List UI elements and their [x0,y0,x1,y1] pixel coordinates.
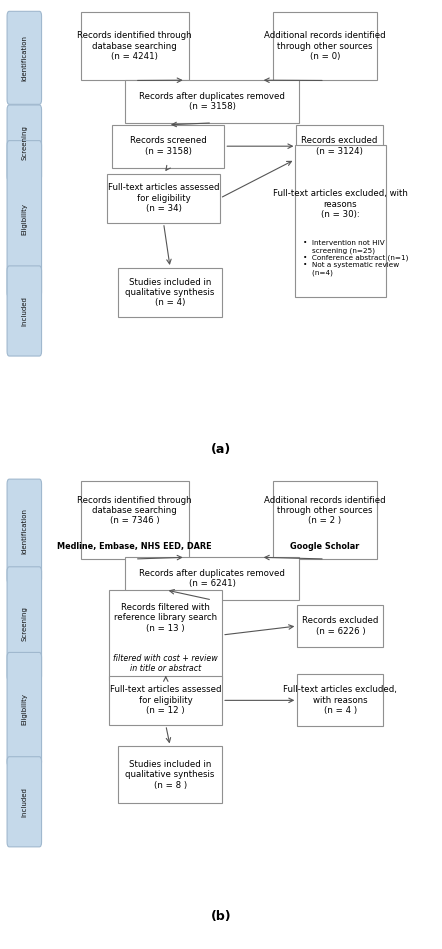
FancyBboxPatch shape [110,676,222,725]
Text: filtered with cost + review
in title or abstract: filtered with cost + review in title or … [114,654,218,673]
Text: •  Intervention not HIV
    screening (n=25)
•  Conference abstract (n=1)
•  Not: • Intervention not HIV screening (n=25) … [303,240,408,276]
Text: Google Scholar: Google Scholar [290,542,359,551]
FancyBboxPatch shape [125,557,300,600]
FancyBboxPatch shape [7,567,42,680]
Text: Records screened
(n = 3158): Records screened (n = 3158) [130,137,206,156]
FancyBboxPatch shape [7,756,42,847]
Text: Full-text articles excluded,
with reasons
(n = 4 ): Full-text articles excluded, with reason… [283,685,397,716]
FancyBboxPatch shape [297,605,383,647]
Text: Records identified through
database searching
(n = 7346 ): Records identified through database sear… [77,495,192,526]
FancyBboxPatch shape [118,268,222,317]
FancyBboxPatch shape [295,145,385,297]
Text: Identification: Identification [21,509,27,554]
Text: Records identified through
database searching
(n = 4241): Records identified through database sear… [77,31,192,62]
FancyBboxPatch shape [7,479,42,584]
Text: Full-text articles assessed
for eligibility
(n = 34): Full-text articles assessed for eligibil… [108,183,219,214]
FancyBboxPatch shape [273,12,377,81]
FancyBboxPatch shape [296,125,383,168]
FancyBboxPatch shape [297,674,383,727]
FancyBboxPatch shape [7,266,42,356]
FancyBboxPatch shape [273,481,377,559]
FancyBboxPatch shape [7,653,42,767]
FancyBboxPatch shape [110,590,222,680]
Text: (a): (a) [211,442,231,456]
Text: Additional records identified
through other sources
(n = 0): Additional records identified through ot… [264,31,386,62]
Text: Included: Included [21,296,27,326]
Text: Full-text articles assessed
for eligibility
(n = 12 ): Full-text articles assessed for eligibil… [110,685,221,716]
Text: Records excluded
(n = 6226 ): Records excluded (n = 6226 ) [302,616,378,636]
FancyBboxPatch shape [107,174,220,223]
Text: Included: Included [21,787,27,817]
Text: Screening: Screening [21,125,27,160]
FancyBboxPatch shape [125,81,300,123]
Text: Studies included in
qualitative synthesis
(n = 4): Studies included in qualitative synthesi… [126,278,215,307]
Text: Records after duplicates removed
(n = 3158): Records after duplicates removed (n = 31… [139,92,285,111]
FancyBboxPatch shape [7,105,42,181]
FancyBboxPatch shape [7,140,42,297]
Text: Records after duplicates removed
(n = 6241): Records after duplicates removed (n = 62… [139,569,285,588]
Text: Records filtered with
reference library search
(n = 13 ): Records filtered with reference library … [114,603,217,633]
FancyBboxPatch shape [118,746,222,803]
Text: Studies included in
qualitative synthesis
(n = 8 ): Studies included in qualitative synthesi… [126,760,215,790]
Text: Eligibility: Eligibility [21,203,27,235]
Text: Screening: Screening [21,606,27,642]
Text: Medline, Embase, NHS EED, DARE: Medline, Embase, NHS EED, DARE [57,542,212,551]
Text: Records excluded
(n = 3124): Records excluded (n = 3124) [301,137,377,156]
Text: Identification: Identification [21,35,27,81]
Text: (b): (b) [211,910,231,923]
Text: Full-text articles excluded, with
reasons
(n = 30):: Full-text articles excluded, with reason… [273,189,408,219]
FancyBboxPatch shape [112,125,225,168]
FancyBboxPatch shape [7,11,42,104]
Text: Additional records identified
through other sources
(n = 2 ): Additional records identified through ot… [264,495,386,526]
FancyBboxPatch shape [80,12,189,81]
Text: Eligibility: Eligibility [21,694,27,725]
FancyBboxPatch shape [80,481,189,559]
